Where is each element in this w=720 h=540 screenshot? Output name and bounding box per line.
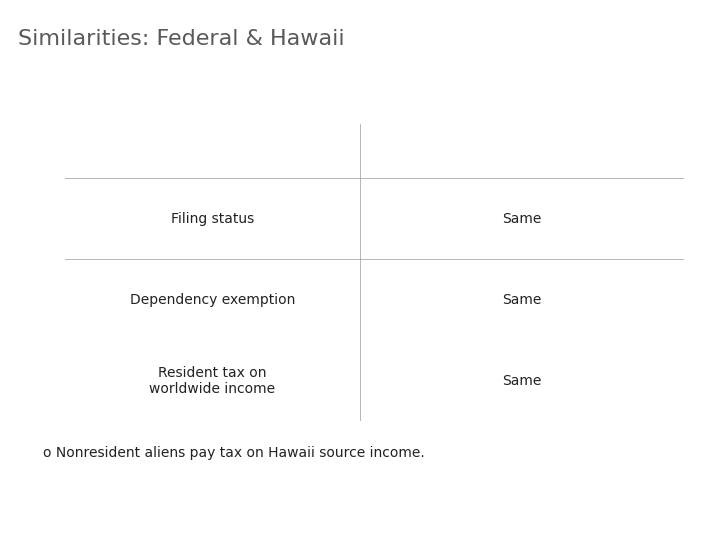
Text: Same: Same [503, 293, 541, 307]
Text: Same: Same [503, 212, 541, 226]
Text: Resident tax on
worldwide income: Resident tax on worldwide income [149, 366, 276, 396]
Text: Filing status: Filing status [171, 212, 254, 226]
Text: o Nonresident aliens pay tax on Hawaii source income.: o Nonresident aliens pay tax on Hawaii s… [43, 446, 425, 460]
Text: Federal: Federal [180, 144, 245, 159]
Text: Hawaii: Hawaii [493, 144, 551, 159]
Text: Dependency exemption: Dependency exemption [130, 293, 295, 307]
Text: Similarities: Federal & Hawaii: Similarities: Federal & Hawaii [18, 29, 345, 49]
Text: Same: Same [503, 374, 541, 388]
